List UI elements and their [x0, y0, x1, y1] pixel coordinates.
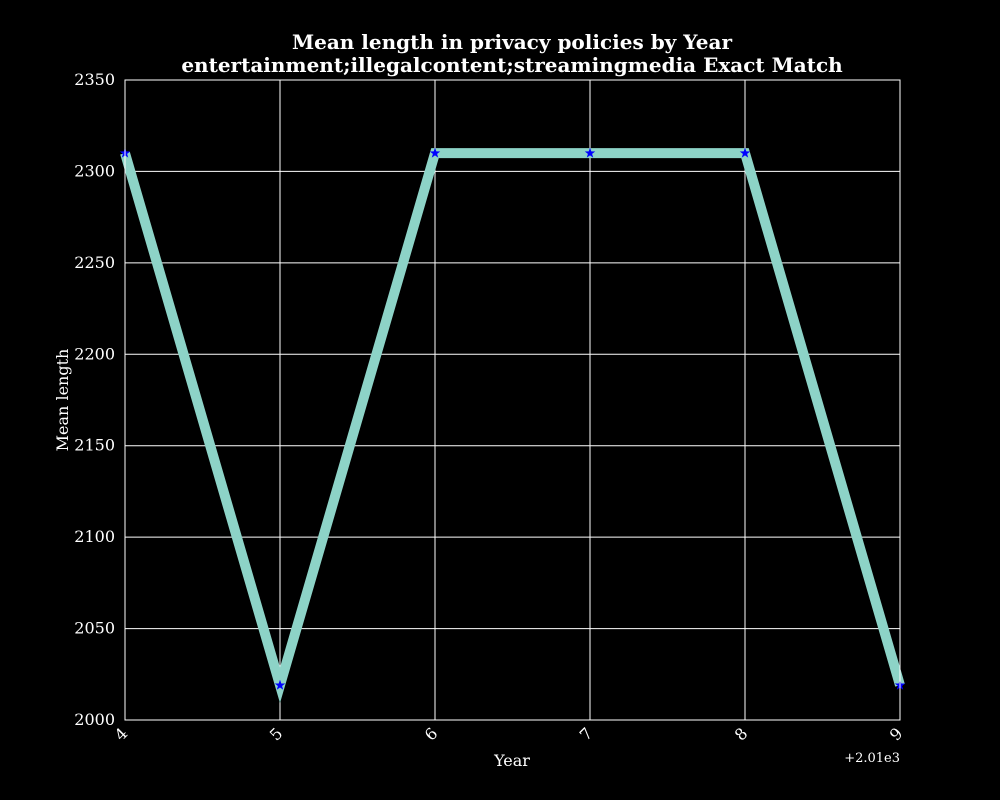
series-line [120, 148, 905, 704]
y-axis-label: Mean length [53, 349, 72, 452]
y-tick-label: 2300 [74, 161, 115, 180]
y-axis: 2000 2050 2100 2150 2200 2250 2300 2350 [74, 70, 115, 729]
data-point-marker [584, 147, 596, 158]
y-tick-label: 2000 [74, 710, 115, 729]
chart-title: Mean length in privacy policies by Year [292, 30, 733, 54]
data-point-marker [429, 147, 441, 158]
x-axis-label: Year [493, 751, 530, 770]
y-tick-label: 2250 [74, 253, 115, 272]
y-tick-label: 2200 [74, 344, 115, 363]
y-tick-label: 2100 [74, 527, 115, 546]
y-tick-label: 2150 [74, 436, 115, 455]
data-point-marker [274, 679, 286, 690]
y-tick-label: 2350 [74, 70, 115, 89]
data-point-marker [739, 147, 751, 158]
x-axis-offset-label: +2.01e3 [844, 751, 900, 766]
plot-frame [124, 79, 901, 721]
y-tick-label: 2050 [74, 619, 115, 638]
chart-subtitle: entertainment;illegalcontent;streamingme… [181, 53, 843, 77]
series-layer [120, 148, 905, 704]
